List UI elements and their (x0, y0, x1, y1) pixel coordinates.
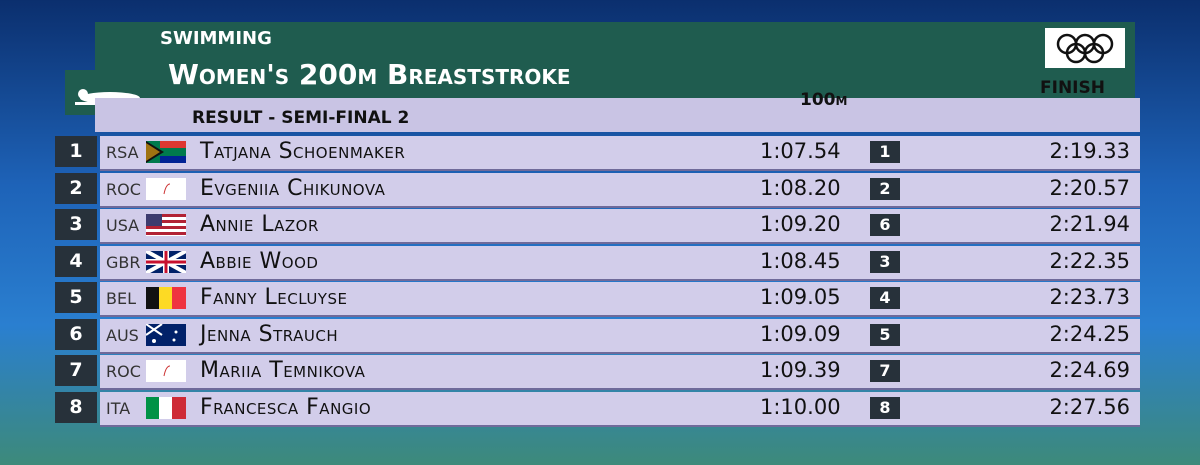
split-rank: 4 (870, 287, 900, 309)
rank: 8 (55, 391, 97, 423)
athlete-name: Tatjana Schoenmaker (200, 139, 406, 164)
flag (146, 396, 186, 423)
country-code: GBR (106, 252, 141, 272)
split-rank: 8 (870, 396, 900, 419)
split-rank: 1 (870, 141, 900, 163)
finish-header: FINISH (1040, 78, 1105, 98)
event-title: Women's 200m Breaststroke (168, 58, 571, 91)
flag (146, 287, 186, 313)
result-row: ROC Evgeniia Chikunova 1:08.20 2 2:20.57 (100, 172, 1140, 208)
flag (145, 322, 186, 350)
split-rank: 7 (870, 360, 900, 382)
rank: 3 (55, 209, 97, 240)
subtitle-band (95, 98, 1140, 132)
result-row: ROC Mariia Temnikova 1:09.39 7 2:24.69 (100, 355, 1140, 390)
athlete-name: Fanny Lecluyse (200, 285, 348, 310)
result-row: GBR Abbie Wood 1:08.45 3 2:22.35 (100, 245, 1140, 281)
country-code: ROC (106, 179, 141, 199)
country-code: AUS (106, 325, 139, 345)
rank: 5 (55, 282, 97, 313)
split-rank: 6 (870, 214, 900, 236)
finish-time: 2:22.35 (1049, 248, 1130, 273)
split-time: 1:08.20 (760, 175, 841, 200)
finish-time: 2:20.57 (1049, 175, 1130, 200)
country-code: BEL (106, 289, 136, 308)
athlete-name: Evgeniia Chikunova (200, 175, 386, 201)
split-time: 1:09.39 (760, 358, 841, 382)
olympic-rings (1045, 28, 1125, 68)
rank: 6 (55, 318, 97, 350)
country-code: USA (106, 216, 140, 235)
athlete-name: Jenna Strauch (200, 321, 339, 347)
split-rank: 3 (870, 250, 900, 273)
split-time: 1:09.09 (760, 321, 841, 346)
country-code: ROC (106, 362, 141, 381)
finish-time: 2:24.69 (1049, 358, 1130, 382)
header-band (95, 22, 1135, 98)
country-code: RSA (106, 143, 139, 162)
flag (146, 141, 186, 167)
athlete-name: Abbie Wood (200, 248, 319, 274)
flag (146, 177, 186, 204)
result-row: ITA Francesca Fangio 1:10.00 8 2:27.56 (100, 391, 1140, 427)
split-time: 1:07.54 (760, 139, 841, 163)
athlete-name: Annie Lazor (200, 212, 319, 237)
flag (146, 360, 186, 386)
rank: 2 (55, 172, 97, 204)
result-row: RSA Tatjana Schoenmaker 1:07.54 1 2:19.33 (100, 136, 1140, 171)
athlete-name: Mariia Temnikova (200, 358, 366, 383)
split-rank: 2 (870, 177, 900, 200)
split-rank: 5 (870, 323, 900, 346)
finish-time: 2:24.25 (1049, 321, 1130, 346)
split-time: 1:08.45 (760, 248, 841, 273)
sport: SWIMMING (160, 28, 272, 49)
split-time: 1:10.00 (760, 394, 841, 419)
result-row: BEL Fanny Lecluyse 1:09.05 4 2:23.73 (100, 282, 1140, 317)
rank: 1 (55, 136, 97, 167)
split-header: 100m (800, 90, 848, 110)
split-time: 1:09.05 (760, 285, 841, 309)
finish-time: 2:21.94 (1049, 212, 1130, 236)
finish-time: 2:27.56 (1049, 394, 1130, 419)
finish-time: 2:19.33 (1049, 139, 1130, 163)
flag (146, 214, 186, 240)
flag (145, 248, 187, 277)
subtitle: RESULT - SEMI-FINAL 2 (192, 108, 410, 128)
rank: 7 (55, 355, 97, 386)
result-row: USA Annie Lazor 1:09.20 6 2:21.94 (100, 209, 1140, 244)
rank: 4 (55, 245, 97, 277)
split-time: 1:09.20 (760, 212, 841, 236)
country-code: ITA (106, 398, 131, 418)
athlete-name: Francesca Fangio (200, 394, 372, 420)
finish-time: 2:23.73 (1049, 285, 1130, 309)
result-row: AUS Jenna Strauch 1:09.09 5 2:24.25 (100, 318, 1140, 354)
